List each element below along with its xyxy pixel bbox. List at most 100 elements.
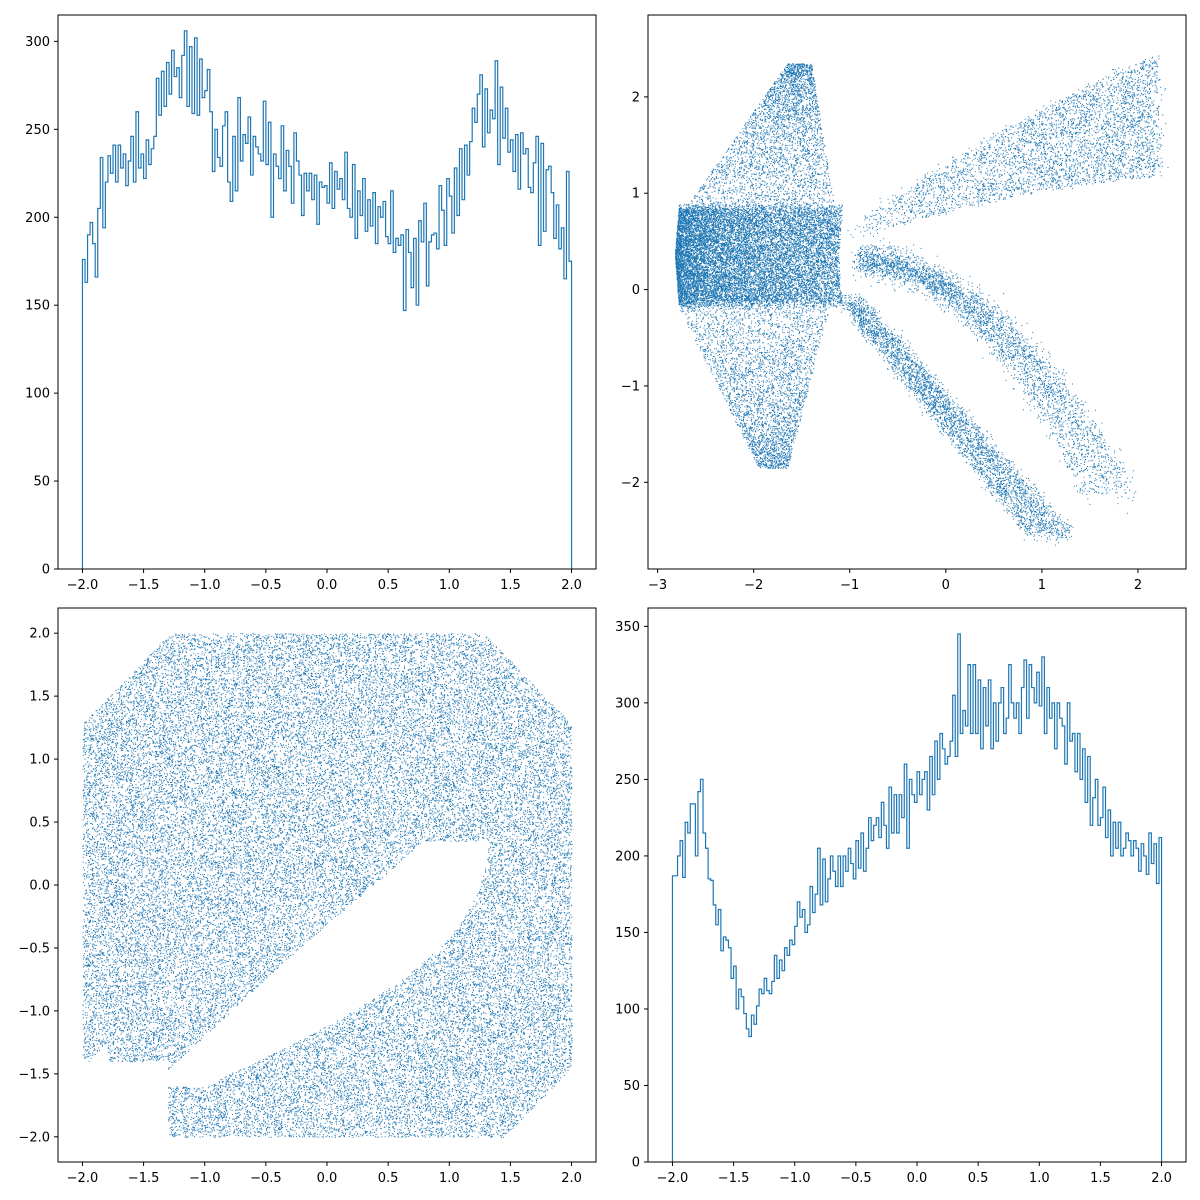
x-tick-label: 0.5 (378, 1171, 399, 1186)
y-tick: 150 (25, 299, 58, 314)
y-tick: 0 (632, 283, 648, 298)
x-tick-label: 0.5 (968, 1171, 989, 1186)
y-tick-label: 300 (615, 696, 640, 711)
x-tick: 2.0 (561, 1162, 582, 1186)
x-tick: 1.5 (500, 569, 521, 593)
y-tick-label: 1.0 (29, 753, 50, 768)
x-tick: 2.0 (1151, 1162, 1172, 1186)
x-tick-label: −0.5 (250, 578, 282, 593)
x-tick: 0 (942, 569, 950, 593)
x-tick: −1.0 (189, 1162, 221, 1186)
y-tick-label: −2 (621, 476, 640, 491)
x-tick: 1.5 (500, 1162, 521, 1186)
x-tick-label: 1.5 (1090, 1171, 1111, 1186)
x-tick-label: 1.0 (439, 1171, 460, 1186)
scatter-point-cloud (675, 55, 1169, 546)
y-tick-label: 250 (615, 773, 640, 788)
x-tick-label: −2 (744, 578, 763, 593)
x-tick: 0.0 (317, 1162, 338, 1186)
x-tick-label: 2.0 (561, 1171, 582, 1186)
y-tick-label: 100 (25, 387, 50, 402)
y-tick-label: 0 (632, 283, 640, 298)
y-tick: 250 (615, 773, 648, 788)
x-tick-label: 2 (1134, 578, 1142, 593)
x-tick: −3 (648, 569, 667, 593)
y-tick-label: −2.0 (18, 1130, 50, 1145)
y-tick: 0 (632, 1156, 648, 1171)
x-tick: −1 (840, 569, 859, 593)
x-tick-label: −1.5 (718, 1171, 750, 1186)
scatter-point-cloud (82, 633, 573, 1138)
axes-frame (647, 14, 1187, 570)
x-tick-label: −2.0 (657, 1171, 689, 1186)
histogram-step-line (81, 30, 573, 569)
x-tick-label: 1.5 (500, 1171, 521, 1186)
y-tick: 1.0 (29, 753, 58, 768)
x-tick-label: 1.0 (1029, 1171, 1050, 1186)
x-tick-label: 1 (1038, 578, 1046, 593)
y-tick: 100 (615, 1002, 648, 1017)
y-tick: 1 (632, 187, 648, 202)
x-tick: −2.0 (67, 1162, 99, 1186)
x-tick: −2 (744, 569, 763, 593)
y-tick: 200 (615, 849, 648, 864)
y-tick-label: 0 (42, 563, 50, 578)
y-tick: 150 (615, 926, 648, 941)
x-tick: 1.0 (439, 569, 460, 593)
x-tick-label: 0 (942, 578, 950, 593)
y-tick: 1.5 (29, 690, 58, 705)
x-tick: −1.0 (779, 1162, 811, 1186)
x-tick: −2.0 (657, 1162, 689, 1186)
y-tick-label: 50 (623, 1079, 640, 1094)
y-tick-label: 150 (615, 926, 640, 941)
y-tick-label: 1.5 (29, 690, 50, 705)
x-tick: 0.5 (378, 569, 398, 593)
y-tick-label: 1 (632, 187, 640, 202)
x-tick-label: −1.5 (128, 578, 160, 593)
x-tick-label: −2.0 (67, 1171, 99, 1186)
y-tick: −1 (621, 379, 648, 394)
x-tick: 1 (1038, 569, 1046, 593)
x-tick: −1.5 (128, 569, 160, 593)
x-tick-label: −1.0 (779, 1171, 811, 1186)
y-tick: 2 (632, 90, 648, 105)
x-tick: 2.0 (561, 569, 582, 593)
scatter-bottom-left: −2.0 −1.5 −1.0 −0.5 0.0 0.5 1.0 1.5 2.0 −2.0 −1.5 −… (18, 607, 597, 1186)
x-tick-label: 0.0 (317, 578, 338, 593)
x-tick: −0.5 (250, 569, 282, 593)
y-tick-label: 350 (615, 620, 640, 635)
y-tick-label: 2.0 (29, 627, 50, 642)
x-tick-label: −2.0 (67, 578, 99, 593)
scatter-points (675, 55, 1169, 546)
y-tick-label: 200 (25, 211, 50, 226)
y-tick-label: 250 (25, 123, 50, 138)
x-tick-label: −1.0 (189, 578, 221, 593)
y-tick: −0.5 (18, 941, 58, 956)
x-tick-label: −1.0 (189, 1171, 221, 1186)
y-tick: −2 (621, 476, 648, 491)
x-tick-label: −1 (840, 578, 859, 593)
x-tick: 1.5 (1090, 1162, 1111, 1186)
x-tick: −1.5 (718, 1162, 750, 1186)
y-tick: 200 (25, 211, 58, 226)
y-tick-label: −1.5 (18, 1067, 50, 1082)
scatter-top-right: −3 −2 −1 0 1 2 −2 −1 0 1 2 (621, 14, 1187, 593)
x-tick-label: −0.5 (840, 1171, 872, 1186)
y-tick-label: −1.0 (18, 1004, 50, 1019)
y-tick-label: 0.5 (29, 816, 50, 831)
y-tick: −1.0 (18, 1004, 58, 1019)
y-tick-label: 300 (25, 35, 50, 50)
scatter-points (82, 633, 573, 1138)
y-tick: −1.5 (18, 1067, 58, 1082)
histogram-bottom-right: −2.0 −1.5 −1.0 −0.5 0.0 0.5 1.0 1.5 2.0 0 50 100 150… (615, 607, 1187, 1186)
y-tick: 0.5 (29, 816, 58, 831)
y-tick: 100 (25, 387, 58, 402)
x-tick: −1.5 (128, 1162, 159, 1186)
x-tick-label: 0.0 (317, 1171, 338, 1186)
x-tick: 0.5 (968, 1162, 989, 1186)
y-tick-label: 0.0 (29, 879, 50, 894)
x-tick-label: 1.0 (439, 578, 460, 593)
y-tick-label: 200 (615, 849, 640, 864)
